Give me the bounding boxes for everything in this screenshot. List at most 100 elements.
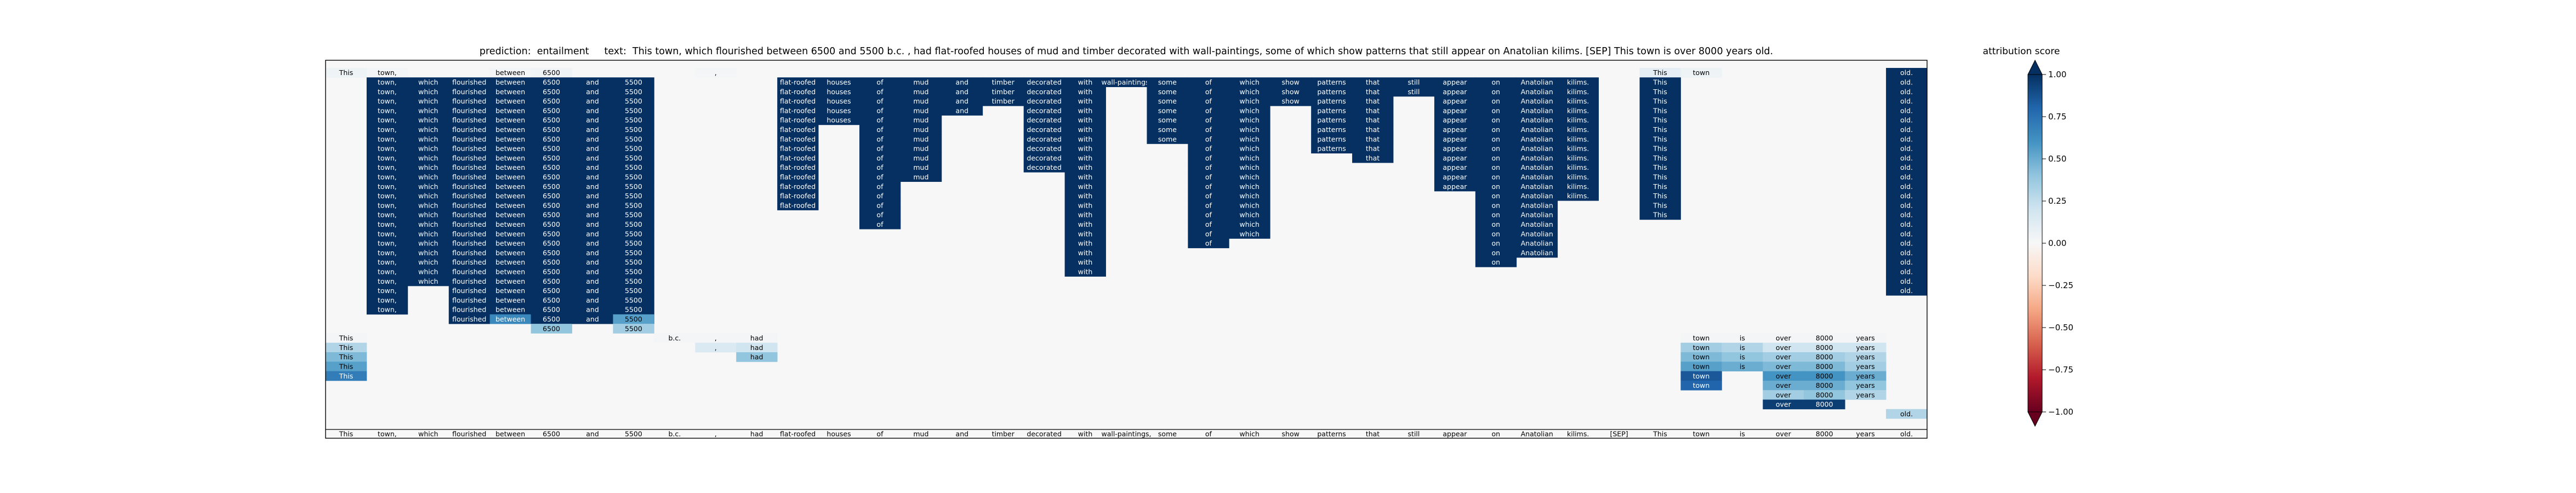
- cell-token-label: on: [1492, 135, 1501, 143]
- cell-token-label: on: [1492, 97, 1501, 105]
- cell-token-label: town,: [378, 192, 397, 200]
- heatmap-cell: [1845, 380, 1887, 391]
- heatmap-cell: [489, 238, 532, 249]
- cell-token-label: old.: [1900, 277, 1913, 285]
- heatmap-cell: [407, 276, 449, 286]
- heatmap-cell: [1064, 115, 1106, 125]
- heatmap-cell: [366, 295, 408, 305]
- cell-token-label: that: [1366, 154, 1380, 162]
- cell-token-label: and: [586, 277, 599, 285]
- heatmap-cell: [1763, 333, 1804, 343]
- heatmap-cell: [366, 276, 408, 286]
- cell-token-label: 5500: [625, 258, 642, 266]
- cell-token-label: 5500: [625, 249, 642, 257]
- heatmap-cell: [859, 191, 901, 201]
- heatmap-cell: [407, 238, 449, 249]
- cell-token-label: flourished: [452, 88, 486, 96]
- cell-token-label: with: [1078, 173, 1093, 181]
- colorbar: −1.00 −0.75 −0.50 −0.25 0.00 0.25 0.50 0.75 1.00: [2027, 59, 2073, 427]
- heatmap-cell: [1804, 362, 1845, 371]
- heatmap-cell: [366, 305, 408, 315]
- cell-token-label: over: [1776, 362, 1792, 370]
- heatmap-cell: [572, 200, 613, 210]
- heatmap-cell: [366, 153, 408, 163]
- heatmap-cell: [1434, 144, 1476, 154]
- heatmap-cell: [1886, 87, 1928, 97]
- cell-token-label: between: [495, 286, 525, 295]
- cell-token-label: is: [1740, 334, 1745, 342]
- cell-token-label: 5500: [625, 277, 642, 285]
- token-tick-label: years: [1856, 430, 1874, 438]
- cell-token-label: with: [1078, 239, 1093, 248]
- heatmap-cell: [1352, 153, 1394, 163]
- heatmap-cell: [489, 96, 532, 106]
- cell-token-label: with: [1078, 125, 1093, 134]
- cell-token-label: years: [1856, 391, 1874, 399]
- token-tick-label: ,: [715, 430, 717, 438]
- heatmap-cell: [1557, 96, 1599, 106]
- heatmap-cell: [1680, 371, 1722, 381]
- heatmap-cell: [859, 77, 901, 87]
- heatmap-cell: [1064, 163, 1106, 173]
- heatmap-cell: [941, 106, 983, 116]
- heatmap-cells: This town, between 6500, This towntown,town,t…: [326, 68, 1928, 419]
- cell-token-label: kilims.: [1567, 97, 1589, 105]
- heatmap-cell: [1557, 115, 1599, 125]
- token-tick-label: flat-roofed: [780, 430, 816, 438]
- cell-token-label: kilims.: [1567, 135, 1589, 143]
- heatmap-cell: [1229, 191, 1270, 201]
- cell-token-label: This: [1652, 201, 1667, 209]
- cell-token-label: mud: [913, 173, 928, 181]
- cell-token-label: houses: [827, 97, 851, 105]
- heatmap-cell: [1845, 371, 1887, 381]
- heatmap-cell: [1886, 191, 1928, 201]
- heatmap-cell: [1064, 210, 1106, 220]
- cell-token-label: of: [1205, 220, 1212, 228]
- heatmap-cell: [777, 200, 819, 210]
- heatmap-cell: [1064, 200, 1106, 210]
- heatmap-cell: [1352, 134, 1394, 144]
- cell-token-label: which: [1240, 116, 1259, 124]
- heatmap-cell: [1516, 153, 1558, 163]
- cell-token-label: Anatolian: [1521, 125, 1553, 134]
- heatmap-cell: [1516, 181, 1558, 192]
- heatmap-cell: [1064, 219, 1106, 230]
- cell-token-label: years: [1856, 334, 1874, 342]
- heatmap-cell: [1188, 210, 1229, 220]
- heatmap-cell: [1229, 163, 1270, 173]
- cell-token-label: of: [876, 78, 884, 86]
- heatmap-cell: [1188, 238, 1229, 249]
- cell-token-label: between: [495, 267, 525, 276]
- heatmap-cell: [407, 134, 449, 144]
- heatmap-cell: [366, 210, 408, 220]
- cell-token-label: flourished: [452, 154, 486, 162]
- cell-token-label: some: [1158, 125, 1177, 134]
- heatmap-cell: [900, 144, 942, 154]
- heatmap-cell: [777, 115, 819, 125]
- cell-token-label: which: [1240, 192, 1259, 200]
- heatmap-cell: [1886, 124, 1928, 135]
- cell-token-label: This: [1652, 68, 1667, 77]
- heatmap-cell: [531, 219, 572, 230]
- cell-token-label: decorated: [1027, 145, 1061, 153]
- heatmap-cell: [777, 77, 819, 87]
- cell-token-label: Anatolian: [1521, 211, 1553, 219]
- heatmap-cell: [1886, 409, 1928, 419]
- cell-token-label: which: [1240, 230, 1259, 238]
- heatmap-cell: [407, 191, 449, 201]
- heatmap-cell: [448, 314, 491, 324]
- heatmap-cell: [1434, 77, 1476, 87]
- heatmap-cell: [1516, 96, 1558, 106]
- heatmap-cell: [448, 96, 491, 106]
- token-tick-label: mud: [913, 430, 928, 438]
- heatmap-cell: [366, 87, 408, 97]
- cell-token-label: mud: [913, 97, 928, 105]
- cell-token-label: flat-roofed: [780, 201, 816, 209]
- heatmap-cell: [531, 276, 572, 286]
- cell-token-label: flourished: [452, 145, 486, 153]
- cell-token-label: 5500: [625, 296, 642, 304]
- cell-token-label: patterns: [1317, 88, 1346, 96]
- cell-token-label: appear: [1443, 125, 1467, 134]
- heatmap-cell: [1188, 229, 1229, 239]
